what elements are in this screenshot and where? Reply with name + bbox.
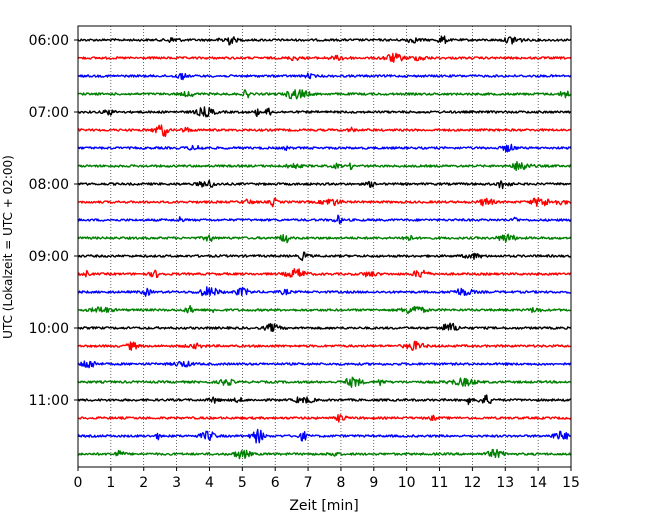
seismic-traces xyxy=(77,35,572,460)
trace-0830 xyxy=(77,214,572,225)
x-tick-label-7: 7 xyxy=(304,475,313,491)
x-tick-label-0: 0 xyxy=(74,475,83,491)
x-tick-label-6: 6 xyxy=(271,475,280,491)
x-tick-label-3: 3 xyxy=(172,475,181,491)
y-tick-label-1: 07:00 xyxy=(29,105,69,121)
trace-0700 xyxy=(77,106,572,118)
trace-1145 xyxy=(77,448,572,460)
trace-1130 xyxy=(77,428,572,444)
x-tick-label-11: 11 xyxy=(431,475,449,491)
trace-0645 xyxy=(77,89,572,100)
y-axis-label: UTC (Lokalzeit = UTC + 02:00) xyxy=(1,155,15,339)
trace-0600 xyxy=(77,35,572,46)
x-tick-label-10: 10 xyxy=(398,475,416,491)
trace-1000 xyxy=(77,322,572,333)
trace-1100 xyxy=(77,394,572,406)
x-tick-label-2: 2 xyxy=(139,475,148,491)
trace-0615 xyxy=(77,52,572,63)
x-axis-ticks: 0 1 2 3 4 5 6 7 8 9 10 11 12 13 14 15 xyxy=(74,467,580,491)
x-tick-label-12: 12 xyxy=(463,475,481,491)
trace-0845 xyxy=(77,233,572,244)
trace-1015 xyxy=(77,340,572,351)
x-axis-label: Zeit [min] xyxy=(289,498,358,514)
trace-0815 xyxy=(77,197,572,208)
y-tick-label-4: 10:00 xyxy=(29,321,69,337)
trace-0800 xyxy=(77,179,572,190)
x-tick-label-15: 15 xyxy=(562,475,580,491)
trace-1030 xyxy=(77,360,572,369)
trace-1045 xyxy=(77,376,572,388)
trace-1115 xyxy=(77,414,572,423)
x-tick-label-4: 4 xyxy=(205,475,214,491)
trace-0930 xyxy=(77,286,572,297)
trace-0715 xyxy=(77,124,572,137)
x-tick-label-1: 1 xyxy=(106,475,115,491)
x-tick-label-14: 14 xyxy=(529,475,547,491)
trace-0945 xyxy=(77,305,572,315)
y-tick-label-5: 11:00 xyxy=(29,393,69,409)
trace-0900 xyxy=(77,251,572,262)
x-tick-label-13: 13 xyxy=(496,475,514,491)
x-tick-label-5: 5 xyxy=(238,475,247,491)
trace-0915 xyxy=(77,268,572,279)
y-axis-ticks: 06:00 07:00 08:00 09:00 10:00 11:00 xyxy=(29,33,78,409)
trace-0745 xyxy=(77,160,572,172)
x-tick-label-9: 9 xyxy=(369,475,378,491)
x-tick-label-8: 8 xyxy=(336,475,345,491)
y-tick-label-2: 08:00 xyxy=(29,177,69,193)
trace-0730 xyxy=(77,143,572,153)
y-tick-label-3: 09:00 xyxy=(29,249,69,265)
plot-frame xyxy=(77,25,572,468)
y-tick-label-0: 06:00 xyxy=(29,33,69,49)
trace-0630 xyxy=(77,72,572,81)
